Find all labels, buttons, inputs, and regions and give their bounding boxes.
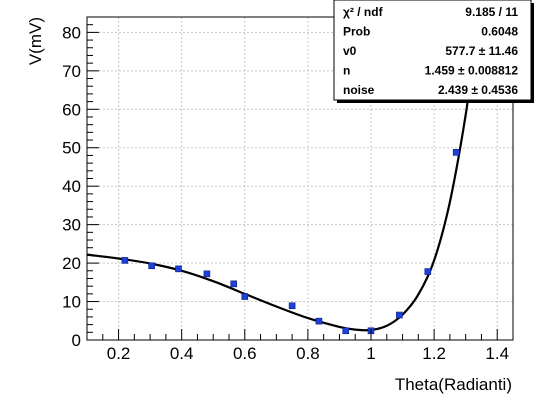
data-point [424,268,432,275]
x-axis-title: Theta(Radianti) [395,375,512,394]
data-point [203,270,211,278]
stats-box: χ² / ndf 9.185 / 11 Prob 0.6048 v0 577.7 ± 11… [333,0,534,103]
axis-ticks [86,16,514,341]
x-tick-label: 1.2 [422,344,446,363]
y-tick-label: 40 [62,177,81,196]
stats-value: 9.185 / 11 [465,5,518,19]
data-point [230,280,238,288]
x-tick-label: 0.6 [233,344,257,363]
y-tick-label: 70 [62,62,81,81]
x-tick-label: 0.8 [296,344,320,363]
y-tick-label: 80 [62,23,81,42]
stats-value: 1.459 ± 0.008812 [425,64,519,78]
y-tick-label: 30 [62,216,81,235]
y-axis-title: V(mV) [26,17,45,65]
y-tick-labels: 0 10 20 30 40 50 60 70 80 [62,23,81,350]
y-tick-label: 10 [62,293,81,312]
data-point [452,149,460,156]
data-point [315,317,323,325]
stats-label: v0 [343,44,357,58]
data-point [241,293,249,300]
y-tick-label: 50 [62,139,81,158]
data-point [288,302,296,310]
data-point [121,257,129,264]
stats-label: χ² / ndf [343,5,384,19]
stats-label: noise [343,83,375,97]
y-tick-label: 60 [62,100,81,119]
stats-box-frame [333,0,532,101]
x-tick-label: 0.4 [170,344,194,363]
stats-label: n [343,64,350,78]
y-tick-label: 0 [72,331,81,350]
stats-label: Prob [343,25,370,39]
stats-value: 0.6048 [481,25,518,39]
stats-value: 2.439 ± 0.4536 [438,83,518,97]
data-point [148,262,155,270]
x-tick-label: 1.4 [485,344,509,363]
data-point [175,265,182,273]
x-tick-label: 1 [366,344,375,363]
x-tick-labels: 0.2 0.4 0.6 0.8 1 1.2 1.4 [107,344,509,363]
y-tick-label: 20 [62,254,81,273]
data-point [342,327,350,335]
x-tick-label: 0.2 [107,344,131,363]
stats-value: 577.7 ± 11.46 [445,44,518,58]
data-point [396,311,403,319]
